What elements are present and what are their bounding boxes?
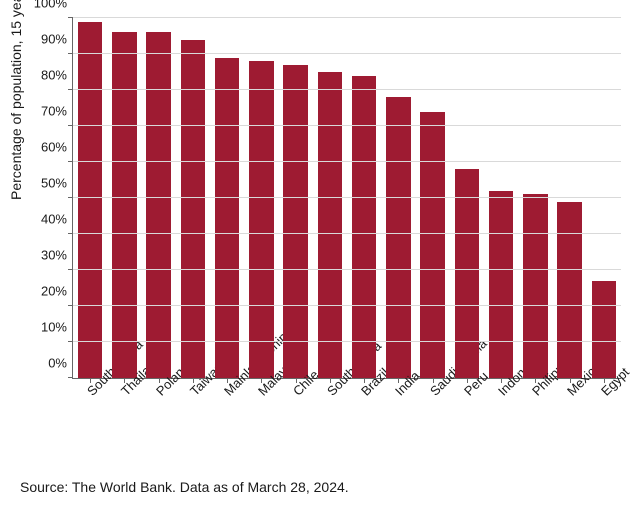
bar xyxy=(318,72,343,378)
bar-slot: Saudi Arabia xyxy=(416,18,450,378)
bar xyxy=(420,112,445,378)
y-tick-mark xyxy=(68,161,73,162)
y-tick-label: 0% xyxy=(48,356,67,371)
grid-line xyxy=(73,341,621,342)
y-tick-mark xyxy=(68,269,73,270)
y-tick-mark xyxy=(68,233,73,234)
y-tick-label: 50% xyxy=(41,176,67,191)
grid-line xyxy=(73,89,621,90)
grid-line xyxy=(73,125,621,126)
grid-line xyxy=(73,17,621,18)
y-tick-label: 90% xyxy=(41,32,67,47)
bar-slot: Chile xyxy=(279,18,313,378)
bar xyxy=(455,169,480,378)
y-tick-label: 10% xyxy=(41,320,67,335)
bar xyxy=(523,194,548,378)
bar-slot: Brazil xyxy=(347,18,381,378)
bar-slot: Indonesia xyxy=(484,18,518,378)
bar xyxy=(181,40,206,378)
y-tick-label: 70% xyxy=(41,104,67,119)
y-tick-label: 20% xyxy=(41,284,67,299)
plot-area: South KoreaThailandPolandTaiwanMainland … xyxy=(72,18,621,379)
y-tick-mark xyxy=(68,89,73,90)
bar xyxy=(592,281,617,378)
y-tick-mark xyxy=(68,17,73,18)
bar-slot: South Korea xyxy=(73,18,107,378)
y-tick-mark xyxy=(68,377,73,378)
y-tick-mark xyxy=(68,305,73,306)
grid-line xyxy=(73,269,621,270)
bar-slot: Taiwan xyxy=(176,18,210,378)
bar-slot: India xyxy=(381,18,415,378)
y-tick-label: 60% xyxy=(41,140,67,155)
bar-slot: Mainland China xyxy=(210,18,244,378)
y-tick-mark xyxy=(68,341,73,342)
y-tick-label: 30% xyxy=(41,248,67,263)
grid-line xyxy=(73,53,621,54)
bar xyxy=(146,32,171,378)
y-axis-title: Percentage of population, 15 years or ol… xyxy=(8,0,24,200)
chart-container: Percentage of population, 15 years or ol… xyxy=(0,0,640,513)
bar-slot: Peru xyxy=(450,18,484,378)
bar xyxy=(283,65,308,378)
bar xyxy=(386,97,411,378)
bars-group: South KoreaThailandPolandTaiwanMainland … xyxy=(73,18,621,378)
y-tick-label: 80% xyxy=(41,68,67,83)
source-caption: Source: The World Bank. Data as of March… xyxy=(20,479,349,495)
bar-slot: Mexico xyxy=(553,18,587,378)
bar-slot: Malaysia xyxy=(244,18,278,378)
bar-slot: Egypt xyxy=(587,18,621,378)
bar-slot: Poland xyxy=(142,18,176,378)
y-tick-mark xyxy=(68,197,73,198)
y-tick-label: 40% xyxy=(41,212,67,227)
bar-slot: Philippines xyxy=(518,18,552,378)
bar xyxy=(352,76,377,378)
bar xyxy=(78,22,103,378)
bar-slot: South Africa xyxy=(313,18,347,378)
bar xyxy=(112,32,137,378)
y-tick-mark xyxy=(68,53,73,54)
bar-slot: Thailand xyxy=(107,18,141,378)
grid-line xyxy=(73,197,621,198)
bar xyxy=(249,61,274,378)
grid-line xyxy=(73,161,621,162)
y-tick-label: 100% xyxy=(34,0,67,11)
y-tick-mark xyxy=(68,125,73,126)
grid-line xyxy=(73,233,621,234)
bar xyxy=(557,202,582,378)
bar xyxy=(215,58,240,378)
grid-line xyxy=(73,305,621,306)
bar xyxy=(489,191,514,378)
